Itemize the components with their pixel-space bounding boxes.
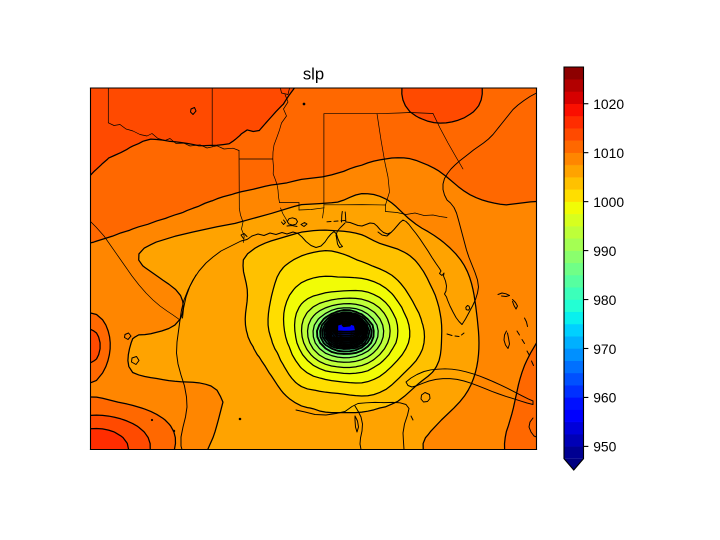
svg-text:960: 960 — [593, 390, 616, 406]
svg-text:980: 980 — [593, 292, 616, 308]
svg-text:950: 950 — [593, 439, 616, 455]
svg-text:1010: 1010 — [593, 145, 624, 161]
svg-text:990: 990 — [593, 243, 616, 259]
svg-text:1000: 1000 — [593, 194, 624, 210]
svg-text:slp: slp — [303, 65, 324, 84]
svg-text:970: 970 — [593, 341, 616, 357]
svg-text:1020: 1020 — [593, 96, 624, 112]
